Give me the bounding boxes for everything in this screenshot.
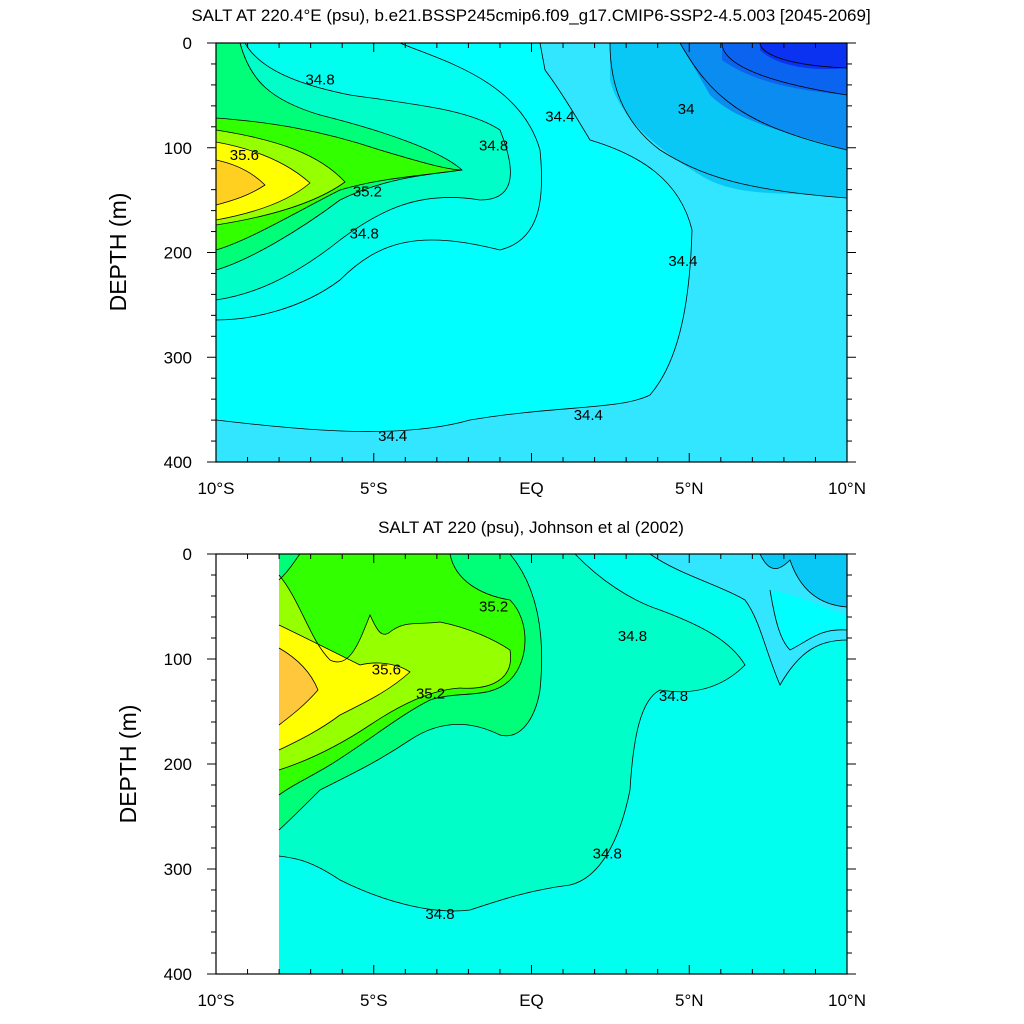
- contour-label: 34: [678, 101, 695, 118]
- x-tick-label: EQ: [519, 479, 544, 498]
- x-tick-label: 5°S: [360, 479, 388, 498]
- chart-title: SALT AT 220 (psu), Johnson et al (2002): [378, 518, 684, 537]
- contour-labels: 34.8 34.4 34 35.6 34.8 35.2 34.8 34.4 34.4 34.4: [230, 72, 698, 445]
- contour-label: 35.6: [372, 662, 401, 679]
- panel-model: SALT AT 220.4°E (psu), b.e21.BSSP245cmip…: [105, 6, 871, 498]
- y-tick-label: 0: [183, 545, 192, 564]
- panel-observed: SALT AT 220 (psu), Johnson et al (2002): [115, 518, 866, 1010]
- y-tick-label: 400: [164, 453, 192, 472]
- y-tick-label: 300: [164, 348, 192, 367]
- contour-label: 34.4: [668, 253, 697, 270]
- contour-fills: [216, 43, 847, 462]
- chart-title: SALT AT 220.4°E (psu), b.e21.BSSP245cmip…: [191, 6, 870, 25]
- x-tick-label: EQ: [519, 991, 544, 1010]
- contour-label: 34.4: [378, 428, 407, 445]
- axis-ticks: 10°S 5°S EQ 5°N 10°N 0 100 200 300 400: [164, 34, 866, 498]
- contour-label: 34.8: [425, 906, 454, 923]
- contour-label: 35.6: [230, 147, 259, 164]
- x-tick-label: 5°N: [675, 991, 704, 1010]
- contour-label: 35.2: [353, 184, 382, 201]
- y-axis-label: DEPTH (m): [115, 705, 141, 824]
- contour-label: 34.8: [593, 845, 622, 862]
- y-tick-label: 200: [164, 755, 192, 774]
- contour-fills: [216, 554, 847, 974]
- contour-labels: 35.2 34.8 35.6 35.2 34.8 34.8 34.8: [372, 599, 688, 924]
- axis-ticks: 10°S 5°S EQ 5°N 10°N 0 100 200 300 400: [164, 545, 866, 1010]
- y-tick-label: 300: [164, 860, 192, 879]
- x-tick-label: 10°N: [828, 479, 866, 498]
- x-tick-label: 10°N: [828, 991, 866, 1010]
- x-tick-label: 5°S: [360, 991, 388, 1010]
- x-tick-label: 10°S: [197, 991, 234, 1010]
- contour-label: 35.2: [479, 599, 508, 616]
- contour-label: 34.8: [306, 72, 335, 89]
- contour-label: 34.4: [545, 108, 574, 125]
- x-tick-label: 5°N: [675, 479, 704, 498]
- contour-label: 35.2: [416, 686, 445, 703]
- x-tick-label: 10°S: [197, 479, 234, 498]
- y-tick-label: 0: [183, 34, 192, 53]
- y-tick-label: 100: [164, 650, 192, 669]
- contour-label: 34.8: [618, 628, 647, 645]
- contour-label: 34.4: [574, 407, 603, 424]
- contour-label: 34.8: [659, 688, 688, 705]
- y-tick-label: 200: [164, 244, 192, 263]
- y-tick-label: 100: [164, 139, 192, 158]
- contour-label: 34.8: [479, 138, 508, 155]
- y-axis-label: DEPTH (m): [105, 193, 131, 312]
- contour-label: 34.8: [350, 226, 379, 243]
- y-tick-label: 400: [164, 965, 192, 984]
